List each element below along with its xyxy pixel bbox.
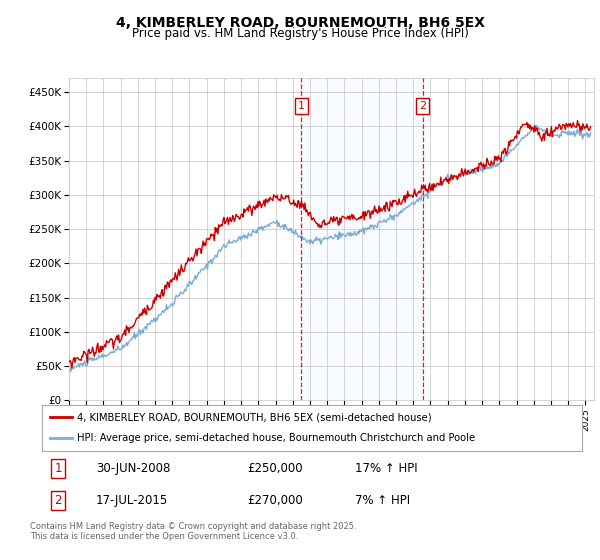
Text: 1: 1 xyxy=(55,462,62,475)
Bar xyxy=(301,78,422,400)
Text: £250,000: £250,000 xyxy=(247,462,303,475)
Text: 4, KIMBERLEY ROAD, BOURNEMOUTH, BH6 5EX: 4, KIMBERLEY ROAD, BOURNEMOUTH, BH6 5EX xyxy=(115,16,485,30)
Text: 17% ↑ HPI: 17% ↑ HPI xyxy=(355,462,418,475)
Text: HPI: Average price, semi-detached house, Bournemouth Christchurch and Poole: HPI: Average price, semi-detached house,… xyxy=(77,433,475,444)
Text: 30-JUN-2008: 30-JUN-2008 xyxy=(96,462,170,475)
Text: Contains HM Land Registry data © Crown copyright and database right 2025.
This d: Contains HM Land Registry data © Crown c… xyxy=(30,522,356,542)
Text: 2: 2 xyxy=(419,101,426,111)
Text: 1: 1 xyxy=(298,101,305,111)
Text: 2: 2 xyxy=(55,494,62,507)
Text: 7% ↑ HPI: 7% ↑ HPI xyxy=(355,494,410,507)
Text: 4, KIMBERLEY ROAD, BOURNEMOUTH, BH6 5EX (semi-detached house): 4, KIMBERLEY ROAD, BOURNEMOUTH, BH6 5EX … xyxy=(77,412,432,422)
Text: £270,000: £270,000 xyxy=(247,494,303,507)
Text: Price paid vs. HM Land Registry's House Price Index (HPI): Price paid vs. HM Land Registry's House … xyxy=(131,27,469,40)
Text: 17-JUL-2015: 17-JUL-2015 xyxy=(96,494,168,507)
